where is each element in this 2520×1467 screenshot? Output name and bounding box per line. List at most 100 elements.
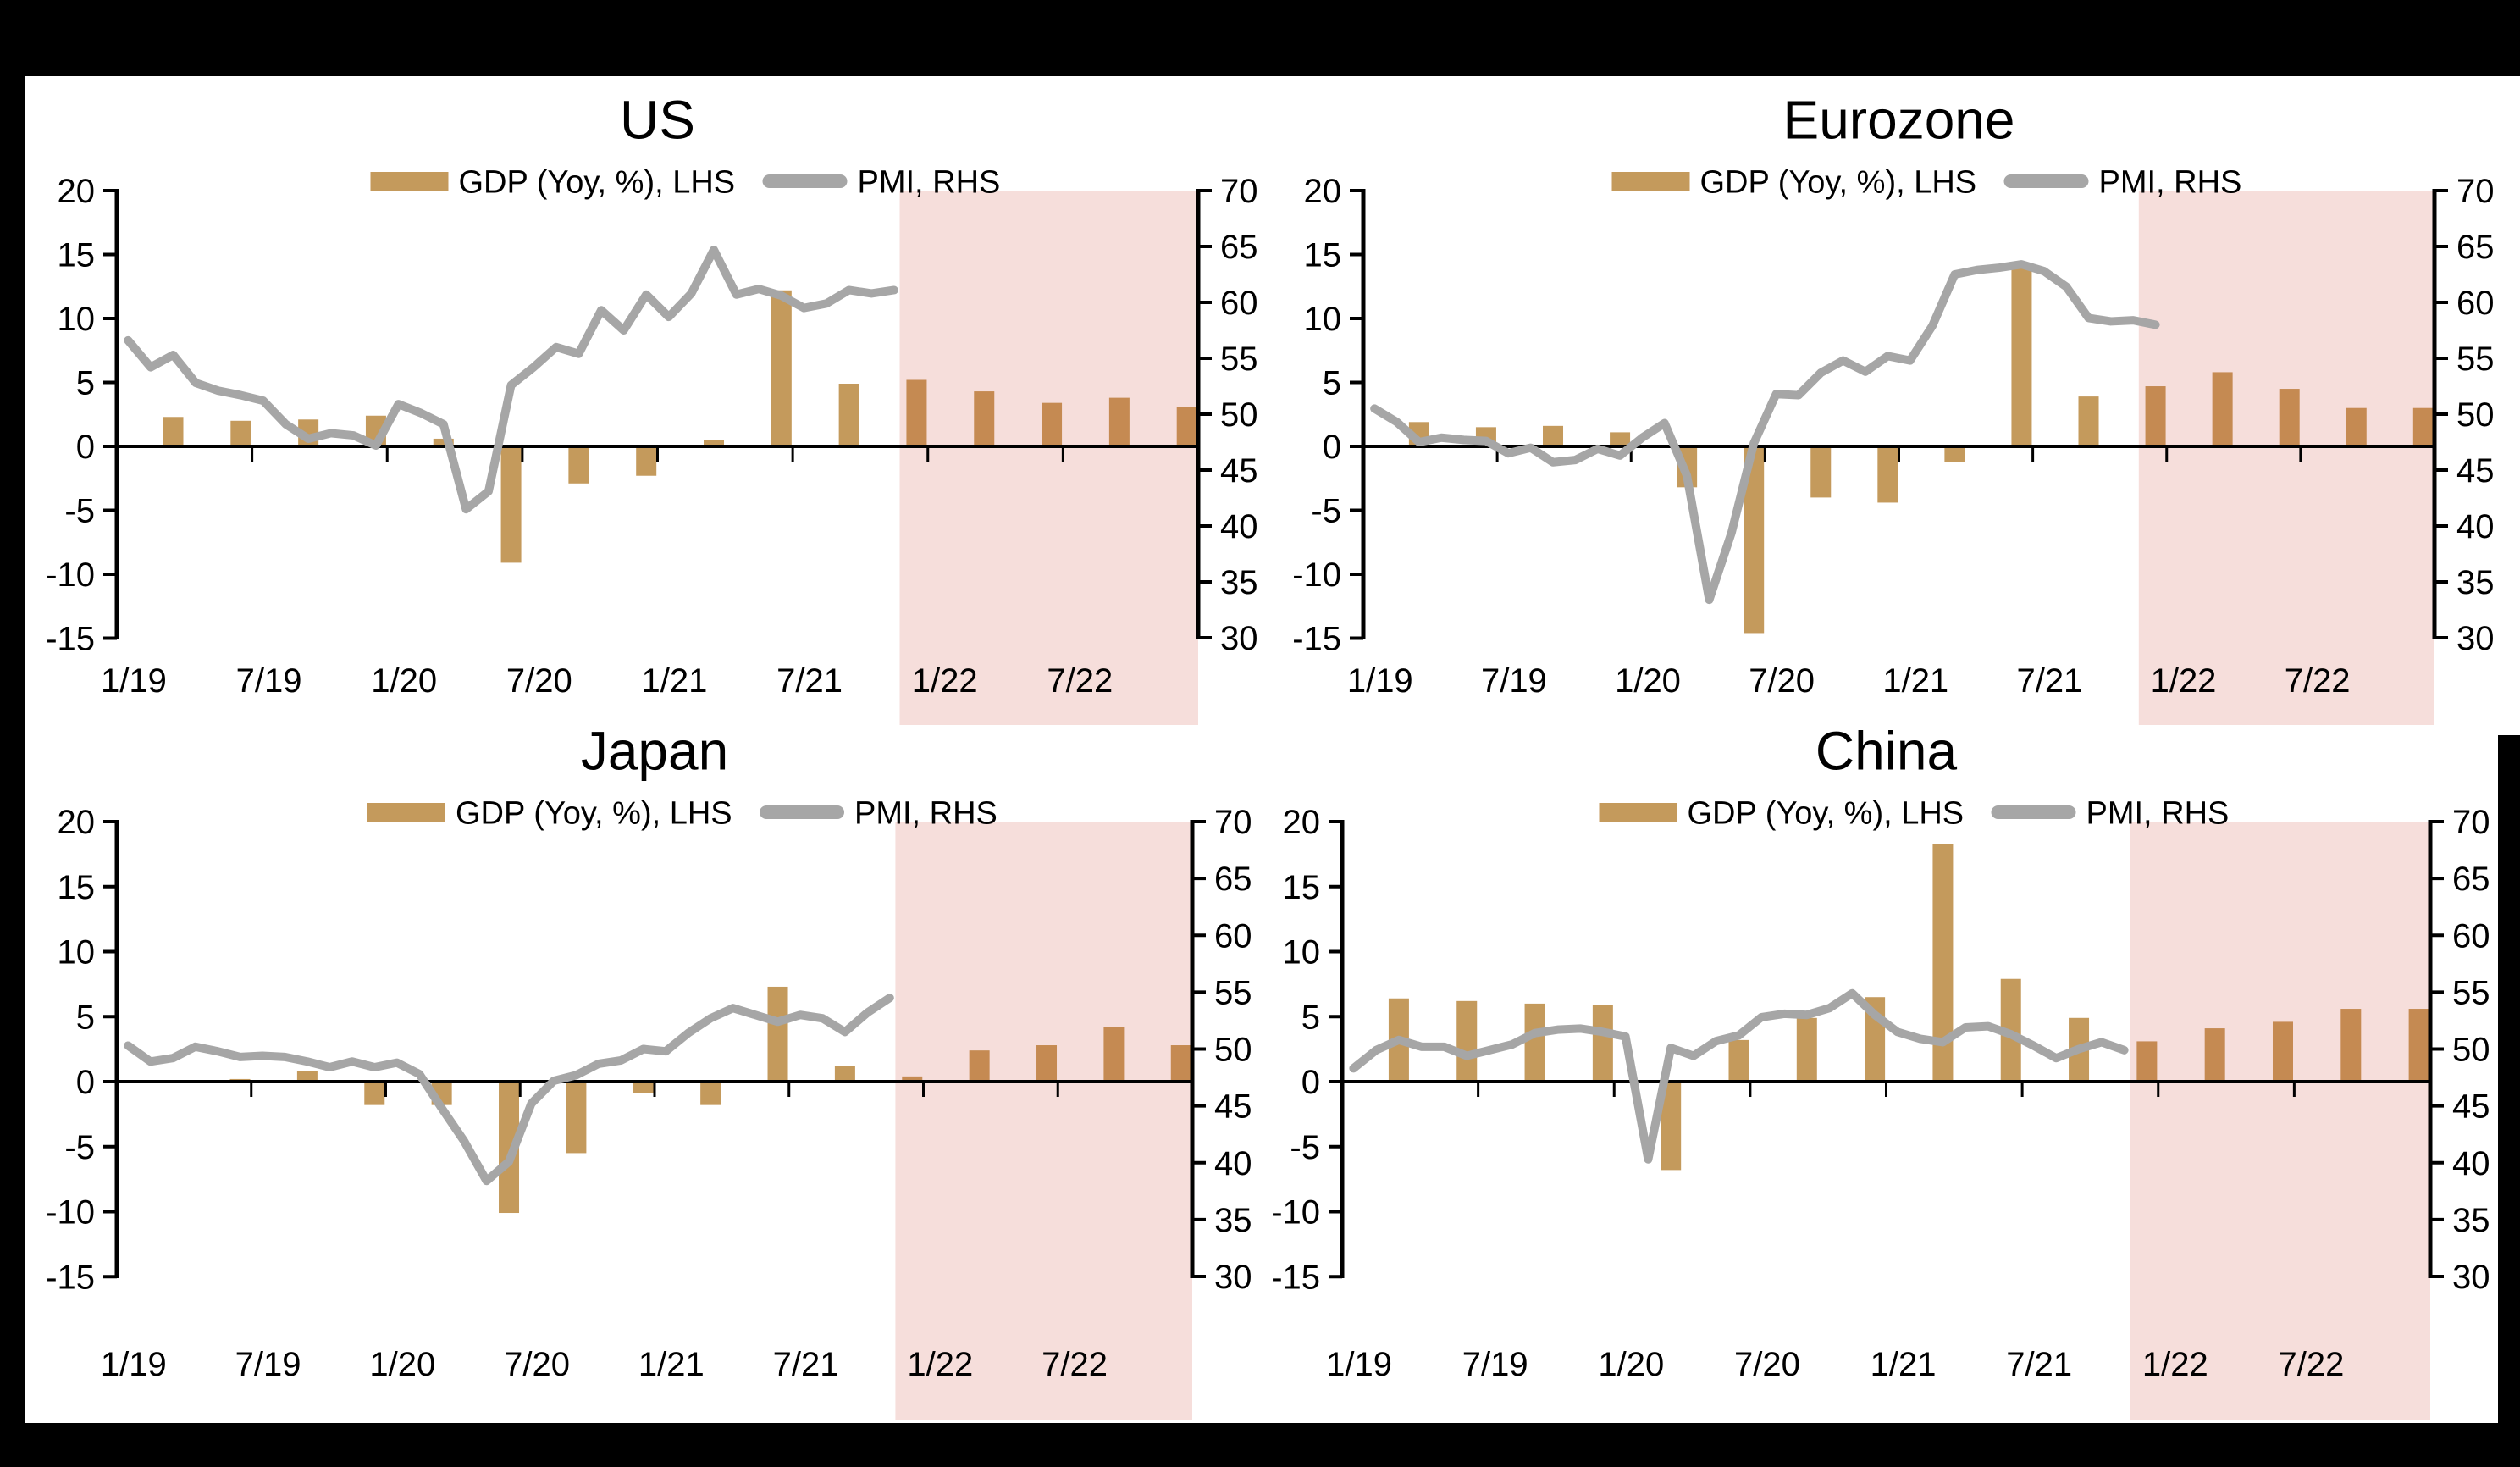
x-tick-label: 1/20	[1615, 662, 1681, 700]
x-tick-label: 7/22	[1042, 1346, 1108, 1383]
lhs-tick-label: -15	[46, 621, 95, 658]
gdp-bar	[1456, 1000, 1478, 1082]
lhs-tick-label: 10	[1283, 934, 1321, 972]
rhs-tick-label: 60	[1214, 917, 1252, 955]
legend-gdp-label: GDP (Yoy, %), LHS	[1688, 795, 1965, 831]
gdp-bar-forecast	[1103, 1027, 1125, 1082]
lhs-tick-label: 0	[76, 429, 95, 466]
us-chart: 1/19 7/19 1/20 7/20 1/21 7/21 1/22 7/2220151050…	[46, 89, 1258, 725]
gdp-bar-forecast	[2408, 1009, 2429, 1082]
rhs-tick-label: 50	[1220, 396, 1258, 434]
legend-gdp-swatch	[1611, 172, 1690, 191]
lhs-tick-label: 20	[58, 804, 96, 841]
lhs-tick-label: -5	[64, 1129, 95, 1166]
rhs-tick-label: 35	[1220, 564, 1258, 601]
gdp-bar-forecast	[1036, 1045, 1058, 1082]
x-tick-label: 1/22	[2142, 1346, 2208, 1383]
forecast-band	[895, 822, 1192, 1420]
legend-pmi-label: PMI, RHS	[2086, 795, 2230, 831]
rhs-tick-label: 70	[1220, 173, 1258, 210]
chart-title: Eurozone	[1783, 89, 2015, 150]
pmi-line	[124, 245, 898, 514]
rhs-tick-label: 30	[2456, 620, 2495, 657]
rhs-tick-label: 55	[1214, 974, 1252, 1011]
x-tick-label: 7/22	[2285, 662, 2351, 700]
gdp-bar	[1592, 1005, 1613, 1082]
x-tick-label: 1/19	[1326, 1346, 1392, 1383]
gdp-bar-forecast	[2204, 1028, 2225, 1082]
legend-gdp-label: GDP (Yoy, %), LHS	[459, 164, 736, 200]
gdp-bar-forecast	[902, 1076, 923, 1082]
x-tick-label: 1/21	[1882, 662, 1948, 700]
lhs-tick-label: 5	[76, 365, 95, 402]
gdp-bar	[230, 420, 251, 446]
legend-pmi-swatch	[762, 174, 848, 188]
rhs-tick-label: 70	[2456, 173, 2495, 210]
pmi-line	[1370, 260, 2160, 605]
x-tick-label: 7/22	[2279, 1346, 2345, 1383]
gdp-bar-forecast	[2272, 1021, 2293, 1082]
gdp-bar	[566, 1082, 587, 1154]
legend-gdp-swatch	[370, 172, 449, 191]
lhs-tick-label: 5	[1301, 999, 1320, 1036]
lhs-tick-label: -5	[1311, 493, 1341, 530]
x-tick-label: 7/22	[1047, 662, 1113, 700]
x-tick-label: 1/22	[907, 1346, 973, 1383]
x-tick-label: 7/20	[1749, 662, 1815, 700]
forecast-band	[2130, 822, 2430, 1420]
legend-pmi-label: PMI, RHS	[854, 795, 998, 831]
gdp-bar	[296, 1071, 318, 1082]
gdp-bar	[364, 1082, 385, 1105]
right-margin-patch	[2498, 735, 2520, 1423]
gdp-bar-forecast	[2346, 407, 2367, 446]
lhs-tick-label: -15	[1292, 621, 1341, 658]
gdp-bar	[1524, 1003, 1545, 1082]
rhs-tick-label: 30	[2452, 1259, 2490, 1296]
gdp-bar	[1944, 446, 1965, 462]
rhs-tick-label: 60	[2456, 285, 2495, 322]
x-tick-label: 7/21	[2016, 662, 2082, 700]
x-tick-label: 1/20	[371, 662, 437, 700]
lhs-tick-label: 0	[1301, 1064, 1320, 1101]
forecast-band	[2138, 191, 2434, 725]
lhs-tick-label: 15	[58, 869, 96, 906]
legend-pmi-label: PMI, RHS	[858, 164, 1001, 200]
x-tick-label: 1/21	[1871, 1346, 1937, 1383]
gdp-bar	[704, 440, 725, 446]
gdp-bar	[636, 446, 657, 476]
rhs-tick-label: 55	[1220, 340, 1258, 378]
lhs-tick-label: 5	[76, 999, 95, 1036]
gdp-bar-forecast	[1170, 1045, 1191, 1082]
rhs-tick-label: 50	[2452, 1032, 2490, 1069]
rhs-tick-label: 35	[1214, 1202, 1252, 1239]
legend-pmi-swatch	[1991, 805, 2076, 819]
chart-title: US	[620, 89, 695, 150]
rhs-tick-label: 35	[2452, 1202, 2490, 1239]
japan-chart: 1/19 7/19 1/20 7/20 1/21 7/21 1/22 7/2220151050…	[46, 720, 1252, 1420]
gdp-bar	[2078, 396, 2099, 446]
x-tick-label: 1/22	[912, 662, 978, 700]
gdp-bar	[838, 384, 859, 446]
legend-gdp-swatch	[368, 803, 445, 822]
lhs-tick-label: 15	[1283, 869, 1321, 906]
rhs-tick-label: 55	[2456, 340, 2495, 378]
x-tick-label: 7/21	[2006, 1346, 2072, 1383]
gdp-bar-forecast	[1176, 407, 1197, 446]
x-tick-label: 1/19	[101, 662, 167, 700]
gdp-bar-forecast	[969, 1050, 990, 1082]
lhs-tick-label: -10	[46, 556, 95, 594]
x-tick-label: 7/20	[504, 1346, 570, 1383]
rhs-tick-label: 60	[2452, 917, 2490, 955]
gdp-bar	[1810, 446, 1832, 498]
rhs-tick-label: 45	[1220, 452, 1258, 490]
lhs-tick-label: -15	[46, 1259, 95, 1296]
rhs-tick-label: 65	[2456, 229, 2495, 266]
gdp-bar-forecast	[2212, 372, 2233, 446]
gdp-bar	[433, 438, 454, 446]
pmi-line	[1349, 988, 2129, 1164]
gdp-bar	[767, 986, 788, 1082]
pmi-line	[124, 994, 894, 1186]
x-tick-label: 7/20	[1734, 1346, 1800, 1383]
x-tick-label: 1/19	[101, 1346, 167, 1383]
